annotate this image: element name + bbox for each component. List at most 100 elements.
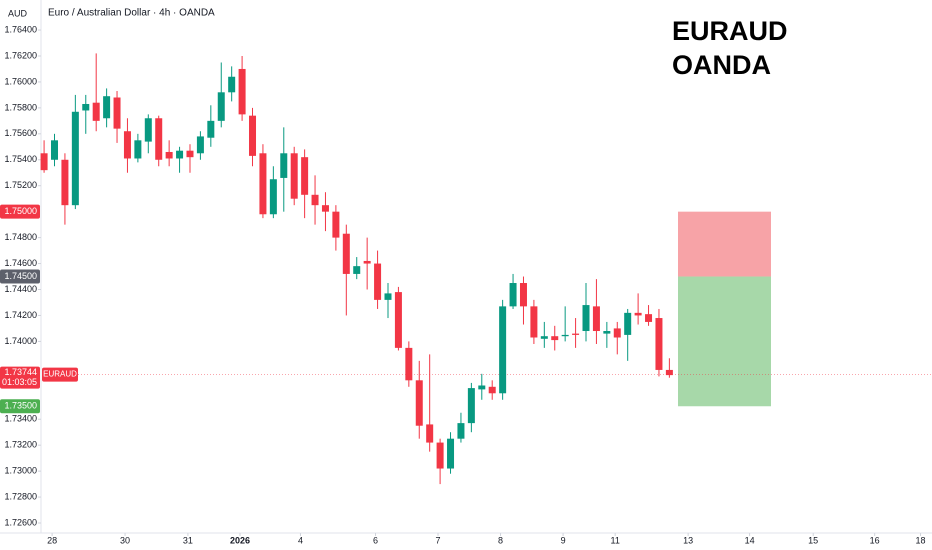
- candle-body: [488, 386, 496, 394]
- candle-body: [561, 334, 569, 337]
- x-tick-label: 14: [745, 535, 755, 545]
- candle-body: [238, 68, 246, 115]
- candle-body: [405, 347, 413, 381]
- x-tick-label: 16: [870, 535, 880, 545]
- x-tick-label: 4: [298, 535, 303, 545]
- candle-body: [394, 292, 402, 348]
- candle-body: [624, 312, 632, 335]
- candle-body: [415, 380, 423, 426]
- x-tick-label: 9: [561, 535, 566, 545]
- candle-body: [530, 306, 538, 338]
- candle-body: [103, 96, 111, 119]
- y-tick-label: 1.74600: [4, 258, 37, 268]
- candle-body: [613, 328, 621, 338]
- last-price-box: [0, 366, 40, 389]
- price-label: 1.75000: [4, 206, 37, 216]
- target-zone: [678, 276, 771, 407]
- candle-body: [374, 263, 382, 300]
- candle-body: [61, 159, 69, 206]
- price-label-box: [0, 204, 40, 219]
- candle-body: [51, 140, 59, 160]
- candle-body: [645, 314, 653, 322]
- y-tick-label: 1.72800: [4, 491, 37, 501]
- candle-body: [342, 233, 350, 274]
- candle-body: [384, 293, 392, 300]
- y-tick-label: 1.75400: [4, 154, 37, 164]
- candle-body: [196, 136, 204, 154]
- candle-body: [186, 150, 194, 158]
- y-tick-label: 1.73200: [4, 440, 37, 450]
- candle-body: [426, 424, 434, 443]
- candle-body: [655, 318, 663, 370]
- x-tick-label: 30: [120, 535, 130, 545]
- currency-label: AUD: [8, 8, 28, 18]
- x-tick-label: 31: [183, 535, 193, 545]
- x-tick-label: 13: [683, 535, 693, 545]
- y-tick-label: 1.74400: [4, 284, 37, 294]
- candle-body: [249, 115, 257, 156]
- candle-body: [499, 306, 507, 394]
- candle-body: [582, 305, 590, 332]
- candle-body: [363, 260, 371, 264]
- candle-body: [332, 211, 340, 238]
- candle-body: [509, 283, 517, 307]
- y-tick-label: 1.73000: [4, 465, 37, 475]
- candle-body: [280, 153, 288, 178]
- candle-body: [217, 92, 225, 121]
- candle-body: [603, 331, 611, 334]
- price-label: 1.73500: [4, 401, 37, 411]
- candle-body: [40, 153, 48, 171]
- candle-body: [353, 266, 361, 274]
- candle-body: [71, 111, 79, 206]
- price-label: 1.74500: [4, 271, 37, 281]
- x-tick-label: 18: [916, 535, 926, 545]
- candle-body: [634, 312, 642, 316]
- candle-body: [311, 194, 319, 206]
- candle-body: [92, 102, 100, 121]
- candle-body: [551, 336, 559, 341]
- price-label-box: [0, 269, 40, 284]
- y-tick-label: 1.75600: [4, 128, 37, 138]
- x-tick-label: 2026: [230, 535, 250, 545]
- y-tick-label: 1.74000: [4, 336, 37, 346]
- y-tick-label: 1.76400: [4, 24, 37, 34]
- annotation-line: EURAUD: [672, 16, 788, 46]
- x-tick-label: 28: [47, 535, 57, 545]
- y-tick-label: 1.73400: [4, 414, 37, 424]
- candle-body: [301, 157, 309, 195]
- candle-body: [592, 306, 600, 332]
- candle-body: [467, 388, 475, 424]
- x-tick-label: 11: [611, 535, 620, 545]
- last-price-label: 1.73744: [4, 367, 37, 377]
- candle-body: [269, 179, 277, 215]
- candle-body: [436, 442, 444, 469]
- candle-body: [82, 103, 90, 111]
- price-label-box: [0, 399, 40, 414]
- candle-body: [572, 333, 580, 335]
- candle-body: [447, 438, 455, 469]
- candle-body: [134, 140, 142, 159]
- y-tick-label: 1.74200: [4, 310, 37, 320]
- candle-body: [321, 205, 329, 212]
- x-tick-label: 8: [498, 535, 503, 545]
- candle-body: [457, 423, 465, 439]
- symbol-tag: EURAUD: [43, 370, 77, 379]
- candle-body: [207, 120, 215, 138]
- x-tick-label: 6: [373, 535, 378, 545]
- candle-body: [228, 76, 236, 93]
- candle-body: [540, 336, 548, 339]
- candle-body: [123, 131, 131, 159]
- candle-body: [259, 153, 267, 215]
- candle-body: [113, 97, 121, 129]
- countdown-label: 01:03:05: [2, 377, 37, 387]
- y-tick-label: 1.74800: [4, 232, 37, 242]
- x-tick-label: 15: [808, 535, 818, 545]
- annotation-line: OANDA: [672, 50, 771, 80]
- stop-zone: [678, 211, 771, 277]
- candle-body: [290, 153, 298, 199]
- y-tick-label: 1.76000: [4, 76, 37, 86]
- y-tick-label: 1.75800: [4, 102, 37, 112]
- candle-body: [155, 118, 163, 160]
- symbol-header: Euro / Australian Dollar · 4h · OANDA: [48, 8, 215, 19]
- y-tick-label: 1.75200: [4, 180, 37, 190]
